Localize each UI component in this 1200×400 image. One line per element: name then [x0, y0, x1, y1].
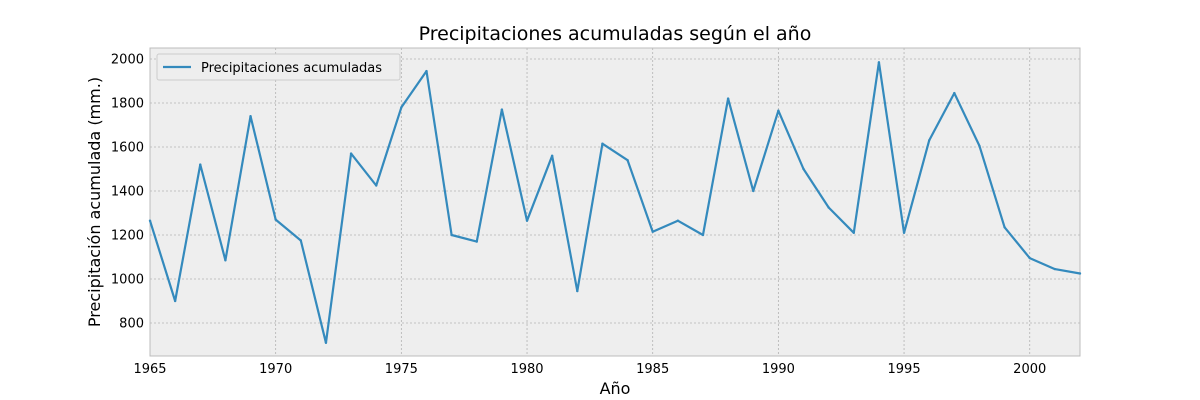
data-point: [626, 159, 629, 162]
data-point: [173, 299, 177, 303]
data-point: [199, 163, 202, 166]
data-point: [827, 206, 830, 209]
y-tick-label: 1400: [111, 185, 144, 200]
data-point: [224, 259, 227, 262]
data-point: [475, 240, 478, 243]
x-tick-label: 1965: [133, 362, 166, 377]
y-tick-label: 1800: [111, 97, 144, 112]
y-tick-label: 2000: [111, 53, 144, 68]
data-point: [349, 152, 353, 155]
data-point: [375, 184, 378, 187]
data-point: [1003, 226, 1006, 229]
plot-area: [150, 48, 1080, 356]
x-axis-label: Año: [600, 379, 631, 398]
y-tick-labels: 800 1000 1200 1400 1600 1800 2000: [111, 53, 144, 332]
data-point: [953, 91, 956, 95]
x-tick-label: 1980: [510, 362, 543, 377]
y-tick-label: 800: [119, 317, 144, 332]
series-layer: [148, 61, 1082, 344]
data-point: [500, 108, 504, 111]
series-line: [148, 61, 1081, 344]
data-point: [651, 230, 654, 233]
legend: Precipitaciones acumuladas: [156, 53, 401, 81]
x-tick-labels: 1965 1970 1975 1980 1985 1990 1995 2000: [133, 362, 1046, 377]
x-tick-label: 2000: [1013, 362, 1046, 377]
data-point: [550, 154, 554, 157]
legend-label: Precipitaciones acumuladas: [201, 61, 382, 76]
data-point: [877, 61, 881, 64]
data-point: [777, 109, 780, 112]
data-point: [852, 231, 855, 234]
data-point: [726, 97, 730, 100]
data-point: [249, 115, 252, 118]
grid: [149, 48, 1080, 356]
data-point: [148, 219, 152, 222]
plot-frame: [149, 47, 1081, 357]
data-point: [701, 233, 705, 237]
data-point: [425, 69, 428, 73]
x-tick-label: 1970: [259, 362, 292, 377]
data-point: [450, 233, 453, 237]
y-tick-label: 1600: [111, 141, 144, 156]
legend-box: [156, 53, 401, 81]
data-point: [676, 219, 680, 222]
y-tick-label: 1000: [111, 273, 144, 288]
data-point: [525, 219, 529, 222]
data-point: [324, 341, 328, 344]
x-tick-label: 1985: [636, 362, 669, 377]
data-point: [299, 239, 303, 242]
data-point: [1078, 272, 1082, 275]
data-point: [1028, 256, 1031, 260]
chart-title: Precipitaciones acumuladas según el año: [419, 23, 812, 45]
x-tick-label: 1990: [762, 362, 795, 377]
x-tick-label: 1995: [888, 362, 921, 377]
data-point: [601, 142, 604, 145]
data-point: [1053, 267, 1057, 271]
data-point: [927, 139, 931, 142]
data-point: [752, 189, 755, 193]
y-axis-label: Precipitación acumulada (mm.): [85, 77, 104, 327]
data-point: [274, 218, 277, 221]
x-tick-label: 1975: [385, 362, 418, 377]
data-point: [978, 144, 981, 148]
data-point: [802, 167, 805, 171]
y-tick-label: 1200: [111, 229, 144, 244]
data-point: [902, 231, 906, 234]
data-point: [400, 106, 403, 109]
data-point: [576, 289, 579, 293]
